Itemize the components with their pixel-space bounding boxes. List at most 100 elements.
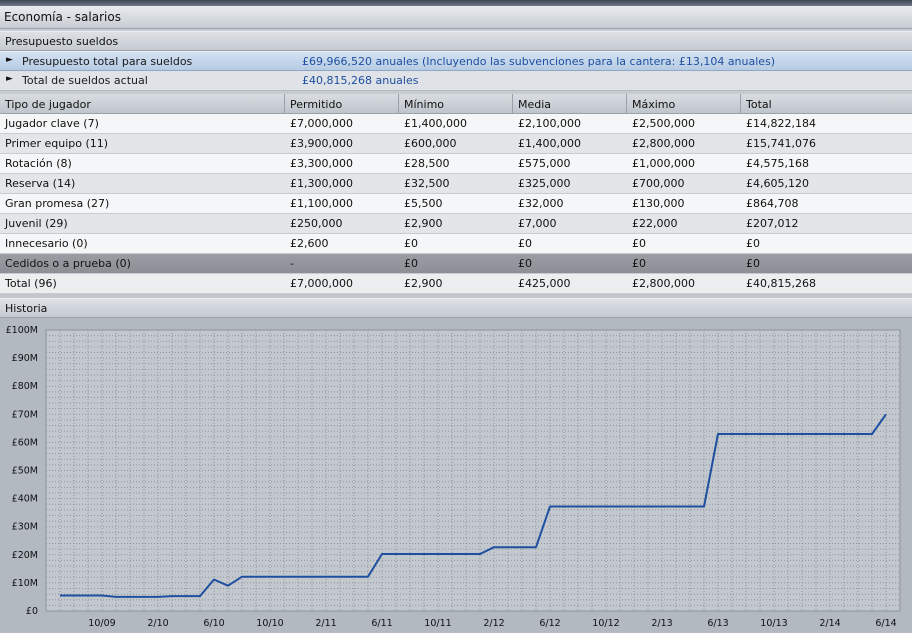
cell-player-type: Total (96): [5, 277, 57, 290]
cell-min: £2,900: [404, 217, 443, 230]
x-tick-label: 6/14: [875, 618, 896, 629]
cell-allowed: £3,900,000: [290, 137, 353, 150]
plot-area: [45, 329, 901, 612]
cell-max: £2,800,000: [632, 137, 695, 150]
cell-max: £0: [632, 257, 646, 270]
cell-average: £1,400,000: [518, 137, 581, 150]
cell-total: £207,012: [746, 217, 799, 230]
y-tick-label: £40M: [12, 494, 38, 505]
x-tick-label: 6/11: [371, 618, 392, 629]
x-tick-label: 6/10: [203, 618, 224, 629]
y-tick-label: £10M: [12, 578, 38, 589]
cell-total: £864,708: [746, 197, 799, 210]
x-tick-label: 2/11: [315, 618, 336, 629]
y-tick-label: £60M: [12, 437, 38, 448]
x-tick-label: 10/13: [760, 618, 787, 629]
cell-min: £0: [404, 237, 418, 250]
cell-player-type: Rotación (8): [5, 157, 72, 170]
table-row[interactable]: Primer equipo (11) £3,900,000 £600,000 £1,4…: [0, 134, 912, 154]
cell-max: £700,000: [632, 177, 685, 190]
cell-average: £0: [518, 237, 532, 250]
cell-average: £0: [518, 257, 532, 270]
cell-allowed: £1,300,000: [290, 177, 353, 190]
table-row[interactable]: Rotación (8) £3,300,000 £28,500 £575,000 £1,…: [0, 154, 912, 174]
cell-max: £130,000: [632, 197, 685, 210]
y-tick-label: £20M: [12, 550, 38, 561]
table-row[interactable]: Reserva (14) £1,300,000 £32,500 £325,000 £70…: [0, 174, 912, 194]
cell-max: £2,500,000: [632, 117, 695, 130]
window-top-edge: [0, 0, 912, 6]
cell-min: £600,000: [404, 137, 457, 150]
cell-total: £4,605,120: [746, 177, 809, 190]
cell-allowed: £7,000,000: [290, 277, 353, 290]
column-header-min[interactable]: Mínimo: [404, 98, 445, 111]
cell-player-type: Jugador clave (7): [5, 117, 99, 130]
cell-average: £325,000: [518, 177, 571, 190]
table-row[interactable]: Cedidos o a prueba (0) - £0 £0 £0 £0: [0, 254, 912, 274]
cell-min: £1,400,000: [404, 117, 467, 130]
budget-row-value: £69,966,520 anuales (Incluyendo las subv…: [302, 55, 776, 68]
column-header-average[interactable]: Media: [518, 98, 552, 111]
y-tick-label: £30M: [12, 522, 38, 533]
y-tick-label: £80M: [12, 381, 38, 392]
cell-average: £2,100,000: [518, 117, 581, 130]
cell-player-type: Cedidos o a prueba (0): [5, 257, 131, 270]
cell-allowed: £2,600: [290, 237, 329, 250]
cell-total: £0: [746, 257, 760, 270]
column-header-player-type[interactable]: Tipo de jugador: [5, 98, 91, 111]
cell-total: £40,815,268: [746, 277, 816, 290]
cell-total: £14,822,184: [746, 117, 816, 130]
budget-section-header: Presupuesto sueldos: [0, 31, 912, 51]
series-line-wages: [60, 413, 887, 598]
cell-allowed: -: [290, 257, 294, 270]
arrow-bullet-icon: ►: [6, 55, 13, 65]
x-tick-label: 2/10: [147, 618, 168, 629]
column-header-max[interactable]: Máximo: [632, 98, 676, 111]
table-row[interactable]: Total (96) £7,000,000 £2,900 £425,000 £2,800…: [0, 274, 912, 294]
y-tick-label: £100M: [6, 325, 38, 336]
cell-player-type: Juvenil (29): [5, 217, 68, 230]
arrow-bullet-icon: ►: [6, 74, 13, 84]
x-tick-label: 10/11: [424, 618, 451, 629]
x-tick-label: 10/10: [256, 618, 283, 629]
cell-allowed: £250,000: [290, 217, 343, 230]
cell-player-type: Reserva (14): [5, 177, 76, 190]
table-row[interactable]: Innecesario (0) £2,600 £0 £0 £0 £0: [0, 234, 912, 254]
x-tick-label: 10/09: [88, 618, 115, 629]
wages-table: Tipo de jugador Permitido Mínimo Media M…: [0, 94, 912, 294]
cell-total: £15,741,076: [746, 137, 816, 150]
table-header: Tipo de jugador Permitido Mínimo Media M…: [0, 94, 912, 114]
cell-min: £2,900: [404, 277, 443, 290]
window-title: Economía - salarios: [0, 6, 912, 29]
cell-total: £0: [746, 237, 760, 250]
table-row[interactable]: Jugador clave (7) £7,000,000 £1,400,000 £2,…: [0, 114, 912, 134]
budget-row-total-budget[interactable]: ► Presupuesto total para sueldos £69,966…: [0, 51, 912, 71]
cell-allowed: £1,100,000: [290, 197, 353, 210]
y-tick-label: £90M: [12, 353, 38, 364]
cell-player-type: Innecesario (0): [5, 237, 88, 250]
column-header-allowed[interactable]: Permitido: [290, 98, 343, 111]
x-tick-label: 2/14: [819, 618, 840, 629]
column-header-total[interactable]: Total: [746, 98, 772, 111]
history-chart-svg: £0 £10M £20M £30M £40M £50M £60M £70M £80M £90M £1…: [6, 325, 901, 629]
cell-max: £2,800,000: [632, 277, 695, 290]
history-chart: £0 £10M £20M £30M £40M £50M £60M £70M £80M £90M £1…: [0, 318, 912, 633]
y-tick-label: £70M: [12, 409, 38, 420]
cell-max: £1,000,000: [632, 157, 695, 170]
table-row[interactable]: Gran promesa (27) £1,100,000 £5,500 £32,000…: [0, 194, 912, 214]
cell-min: £32,500: [404, 177, 450, 190]
budget-row-current-wages[interactable]: ► Total de sueldos actual £40,815,268 an…: [0, 71, 912, 91]
cell-min: £5,500: [404, 197, 443, 210]
cell-total: £4,575,168: [746, 157, 809, 170]
x-tick-label: 2/12: [483, 618, 504, 629]
table-row[interactable]: Juvenil (29) £250,000 £2,900 £7,000 £22,000 £…: [0, 214, 912, 234]
y-tick-label: £0: [26, 606, 38, 617]
budget-row-label: Total de sueldos actual: [22, 74, 148, 87]
x-tick-label: 10/12: [592, 618, 619, 629]
cell-allowed: £7,000,000: [290, 117, 353, 130]
budget-row-label: Presupuesto total para sueldos: [22, 55, 193, 68]
y-tick-label: £50M: [12, 466, 38, 477]
cell-average: £575,000: [518, 157, 571, 170]
cell-min: £28,500: [404, 157, 450, 170]
cell-average: £7,000: [518, 217, 557, 230]
